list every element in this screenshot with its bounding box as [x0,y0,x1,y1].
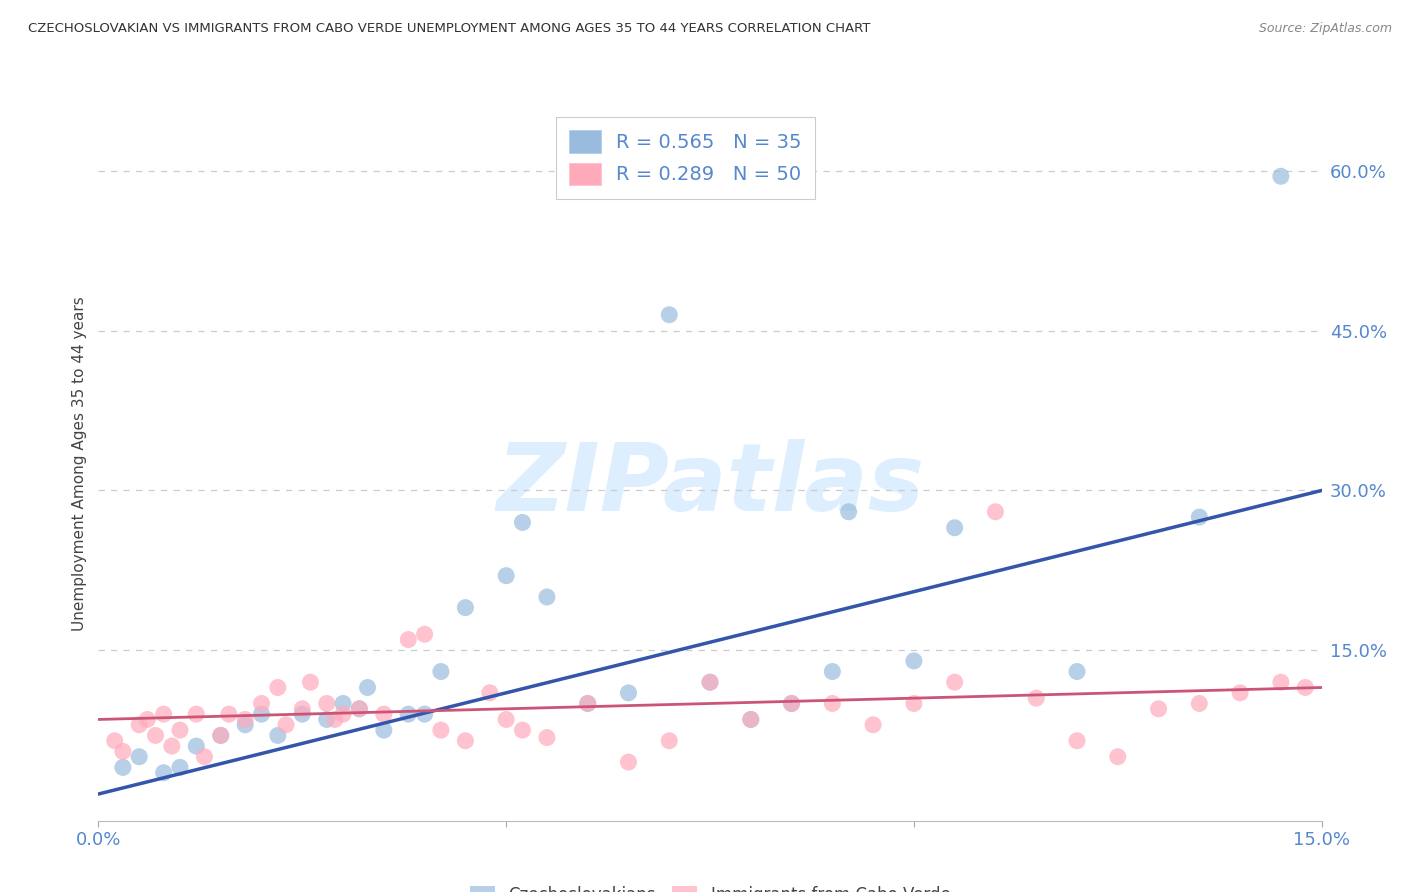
Point [349,702,371,716]
Legend: Czechoslovakians, Immigrants from Cabo Verde: Czechoslovakians, Immigrants from Cabo V… [463,879,957,892]
Text: Source: ZipAtlas.com: Source: ZipAtlas.com [1258,22,1392,36]
Point [576,697,599,711]
Point [209,728,232,742]
Point [136,713,159,727]
Point [291,707,314,722]
Point [617,686,640,700]
Point [1270,675,1292,690]
Point [315,713,337,727]
Point [943,521,966,535]
Text: ZIPatlas: ZIPatlas [496,439,924,532]
Point [1066,665,1088,679]
Point [186,739,208,753]
Point [984,505,1007,519]
Point [160,739,183,753]
Point [862,718,884,732]
Point [291,702,314,716]
Point [1188,510,1211,524]
Point [1066,733,1088,747]
Point [267,728,290,742]
Point [299,675,322,690]
Point [740,713,762,727]
Point [152,765,174,780]
Point [536,731,558,745]
Y-axis label: Unemployment Among Ages 35 to 44 years: Unemployment Among Ages 35 to 44 years [72,296,87,632]
Point [576,697,599,711]
Point [943,675,966,690]
Point [413,627,436,641]
Point [838,505,860,519]
Point [169,760,191,774]
Point [430,723,453,738]
Point [332,707,354,722]
Point [1270,169,1292,184]
Point [1294,681,1316,695]
Point [495,713,517,727]
Point [821,665,844,679]
Point [454,733,477,747]
Point [495,568,517,582]
Point [1025,691,1047,706]
Point [396,707,419,722]
Point [740,713,762,727]
Point [233,713,256,727]
Point [250,707,273,722]
Text: CZECHOSLOVAKIAN VS IMMIGRANTS FROM CABO VERDE UNEMPLOYMENT AMONG AGES 35 TO 44 Y: CZECHOSLOVAKIAN VS IMMIGRANTS FROM CABO … [28,22,870,36]
Point [315,697,337,711]
Point [1107,749,1129,764]
Point [332,697,354,711]
Point [1147,702,1170,716]
Point [413,707,436,722]
Point [349,702,371,716]
Point [104,733,127,747]
Point [274,718,297,732]
Point [323,713,346,727]
Point [617,755,640,769]
Point [1229,686,1251,700]
Point [193,749,215,764]
Point [454,600,477,615]
Point [396,632,419,647]
Point [821,697,844,711]
Point [699,675,721,690]
Point [373,723,395,738]
Point [903,654,925,668]
Point [128,749,150,764]
Point [512,516,534,530]
Point [780,697,803,711]
Point [218,707,240,722]
Point [356,681,378,695]
Point [128,718,150,732]
Point [145,728,167,742]
Point [430,665,453,679]
Point [903,697,925,711]
Point [233,718,256,732]
Point [111,744,134,758]
Point [186,707,208,722]
Point [658,733,681,747]
Point [250,697,273,711]
Point [169,723,191,738]
Point [658,308,681,322]
Point [780,697,803,711]
Point [699,675,721,690]
Point [152,707,174,722]
Point [512,723,534,738]
Point [267,681,290,695]
Point [478,686,501,700]
Point [209,728,232,742]
Point [536,590,558,604]
Point [111,760,134,774]
Point [373,707,395,722]
Point [1188,697,1211,711]
